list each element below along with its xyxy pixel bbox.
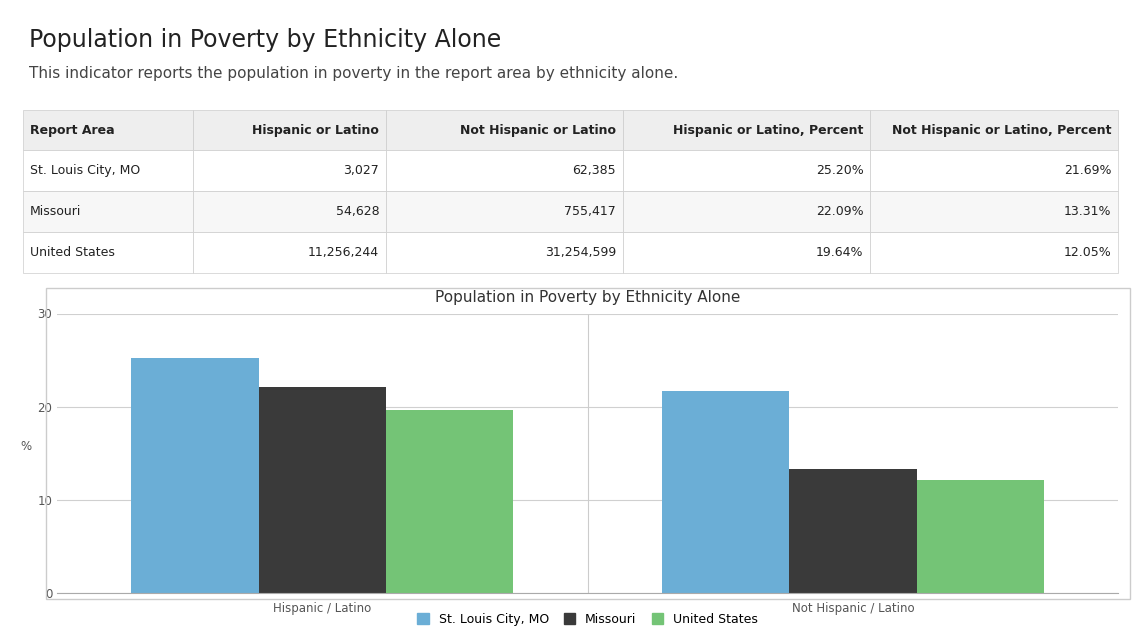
Bar [259,387,386,593]
Text: 31,254,599: 31,254,599 [544,246,616,259]
Text: 11,256,244: 11,256,244 [308,246,379,259]
Text: Not Hispanic or Latino, Percent: Not Hispanic or Latino, Percent [892,124,1111,137]
Text: St. Louis City, MO: St. Louis City, MO [30,164,140,177]
Bar [386,410,513,593]
Text: 12.05%: 12.05% [1063,246,1111,259]
Bar [131,358,259,593]
Bar [790,469,916,593]
Text: 3,027: 3,027 [343,164,379,177]
Text: Hispanic or Latino, Percent: Hispanic or Latino, Percent [673,124,864,137]
Text: Population in Poverty by Ethnicity Alone: Population in Poverty by Ethnicity Alone [29,28,501,52]
Text: 19.64%: 19.64% [816,246,864,259]
Title: Population in Poverty by Ethnicity Alone: Population in Poverty by Ethnicity Alone [435,290,741,305]
Text: 22.09%: 22.09% [816,205,864,218]
Text: 21.69%: 21.69% [1063,164,1111,177]
Text: Missouri: Missouri [30,205,81,218]
Text: This indicator reports the population in poverty in the report area by ethnicity: This indicator reports the population in… [29,66,678,81]
Text: Not Hispanic or Latino: Not Hispanic or Latino [460,124,616,137]
Text: 755,417: 755,417 [564,205,616,218]
Text: United States: United States [30,246,114,259]
Text: 54,628: 54,628 [335,205,379,218]
Bar [916,480,1044,593]
Y-axis label: %: % [21,440,32,453]
Text: Hispanic or Latino: Hispanic or Latino [252,124,379,137]
Text: Report Area: Report Area [30,124,114,137]
Bar [662,391,790,593]
Text: 62,385: 62,385 [573,164,616,177]
Text: 25.20%: 25.20% [816,164,864,177]
Text: 13.31%: 13.31% [1063,205,1111,218]
Legend: St. Louis City, MO, Missouri, United States: St. Louis City, MO, Missouri, United Sta… [413,608,762,627]
